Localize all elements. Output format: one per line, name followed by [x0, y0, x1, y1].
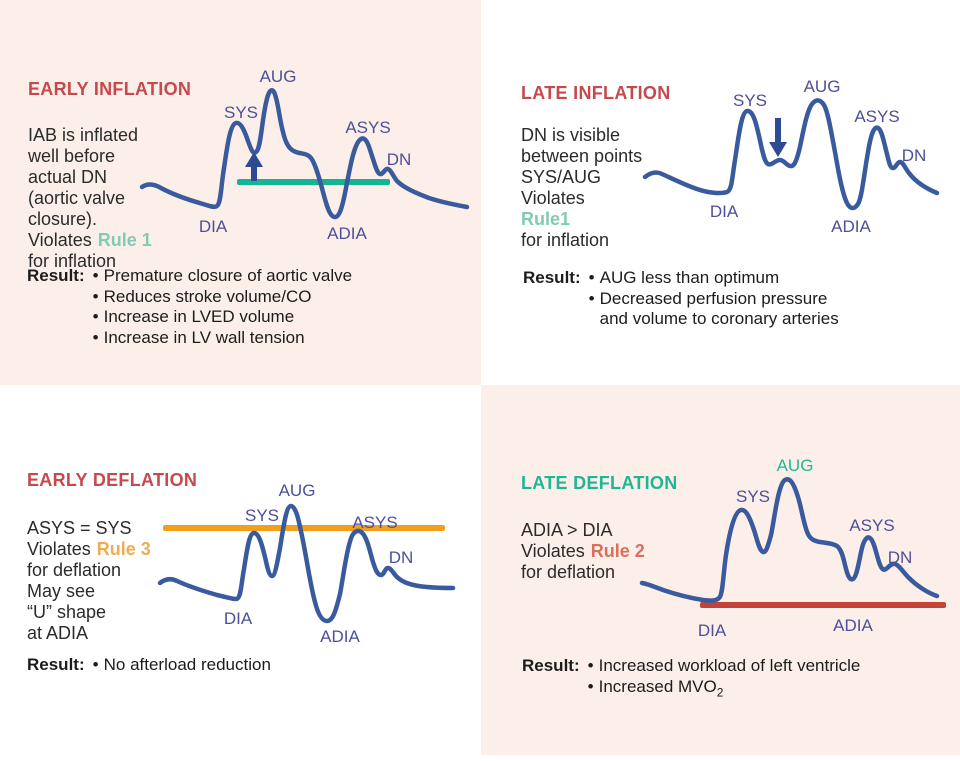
panel-title: LATE DEFLATION [521, 472, 678, 493]
wave-label-dn: DN [386, 150, 412, 169]
panel-late-deflation: LATE DEFLATION ADIA > DIA Violates Rule 2… [481, 385, 960, 755]
result-bullet: Reduces stroke volume/CO [92, 287, 353, 308]
waveform-chart [157, 503, 456, 624]
rule-reference: Rule 1 [97, 230, 152, 250]
description-text: IAB is inflated well before actual DN (a… [28, 125, 139, 250]
result-block: Result: Increased workload of left ventr… [522, 656, 860, 702]
result-bullets: No afterload reduction [92, 655, 271, 676]
result-bullets: AUG less than optimum Decreased perfusio… [588, 268, 839, 330]
result-bullet: AUG less than optimum [588, 268, 839, 289]
panel-early-inflation: EARLY INFLATION IAB is inflated well bef… [0, 0, 481, 385]
arterial-pressure-waveform [139, 87, 470, 220]
rule-reference: Rule 3 [96, 539, 151, 559]
result-label: Result: [27, 266, 85, 285]
mvo-subscript: 2 [716, 684, 724, 699]
wave-label-aug: AUG [278, 481, 316, 500]
result-bullet: Decreased perfusion pressure and volume … [588, 289, 839, 330]
wave-label-adia: ADIA [320, 627, 360, 646]
waveform-chart [139, 87, 470, 220]
wave-label-adia: ADIA [831, 217, 871, 236]
description-text-after: for inflation [521, 230, 610, 250]
inflation-timing-line [237, 179, 390, 185]
panel-early-deflation: EARLY DEFLATION ASYS = SYS Violates Rule … [0, 385, 481, 761]
arterial-pressure-waveform [157, 503, 456, 624]
panel-title: EARLY INFLATION [28, 78, 192, 99]
wave-label-dia: DIA [198, 217, 228, 236]
wave-label-dia: DIA [697, 621, 727, 640]
description-text: ASYS = SYS Violates [27, 518, 132, 559]
wave-label-adia: ADIA [327, 224, 367, 243]
result-block: Result: Premature closure of aortic valv… [27, 266, 352, 348]
result-block: Result: AUG less than optimum Decreased … [523, 268, 839, 330]
waveform-chart [639, 477, 946, 608]
result-block: Result: No afterload reduction [27, 655, 271, 676]
result-label: Result: [523, 268, 581, 287]
deflation-timing-line [163, 525, 445, 531]
arterial-pressure-waveform [639, 477, 940, 603]
wave-label-adia: ADIA [833, 616, 873, 635]
waveform-chart [642, 98, 940, 211]
result-bullet: No afterload reduction [92, 655, 271, 676]
rule-reference: Rule1 [521, 209, 571, 229]
wave-label-asys: ASYS [352, 513, 398, 532]
description-text: ADIA > DIA Violates [521, 520, 613, 561]
wave-label-asys: ASYS [345, 118, 391, 137]
result-bullet: Increased MVO2 [587, 677, 861, 703]
wave-label-asys: ASYS [854, 107, 900, 126]
panel-title: LATE INFLATION [521, 82, 671, 103]
description-text-after: for deflation May see “U” shape at ADIA [27, 560, 122, 643]
down-arrow-icon [769, 118, 787, 157]
wave-label-dia: DIA [709, 202, 739, 221]
panel-late-inflation: LATE INFLATION DN is visible between poi… [481, 0, 960, 385]
rule-reference: Rule 2 [590, 541, 645, 561]
wave-label-dia: DIA [223, 609, 253, 628]
result-label: Result: [522, 656, 580, 675]
panel-description: ADIA > DIA Violates Rule 2 for deflation [521, 499, 711, 604]
wave-label-aug: AUG [259, 67, 297, 86]
wave-label-dn: DN [887, 548, 913, 567]
wave-label-dn: DN [388, 548, 414, 567]
result-bullets: Increased workload of left ventricle Inc… [587, 656, 861, 702]
result-bullet: Increased workload of left ventricle [587, 656, 861, 677]
wave-label-sys: SYS [244, 506, 280, 525]
wave-label-aug: AUG [803, 77, 841, 96]
wave-label-sys: SYS [735, 487, 771, 506]
result-bullet: Premature closure of aortic valve [92, 266, 353, 287]
result-label: Result: [27, 655, 85, 674]
result-bullet-text: Increased MVO [598, 676, 717, 696]
description-text: DN is visible between points SYS/AUG Vio… [521, 125, 643, 208]
result-bullet: Increase in LV wall tension [92, 328, 353, 349]
arterial-pressure-waveform [642, 98, 940, 211]
panel-title: EARLY DEFLATION [27, 469, 198, 490]
panel-description: IAB is inflated well before actual DN (a… [28, 104, 228, 293]
wave-label-aug: AUG [776, 456, 814, 475]
wave-label-asys: ASYS [849, 516, 895, 535]
result-bullets: Premature closure of aortic valve Reduce… [92, 266, 353, 348]
wave-label-dn: DN [901, 146, 927, 165]
panel-description: ASYS = SYS Violates Rule 3 for deflation M… [27, 497, 217, 665]
panel-description: DN is visible between points SYS/AUG Vio… [521, 104, 701, 272]
result-bullet: Increase in LVED volume [92, 307, 353, 328]
description-text-after: for deflation [521, 562, 616, 582]
wave-label-sys: SYS [732, 91, 768, 110]
deflation-timing-line [700, 602, 946, 608]
up-arrow-icon [245, 152, 263, 181]
wave-label-sys: SYS [223, 103, 259, 122]
